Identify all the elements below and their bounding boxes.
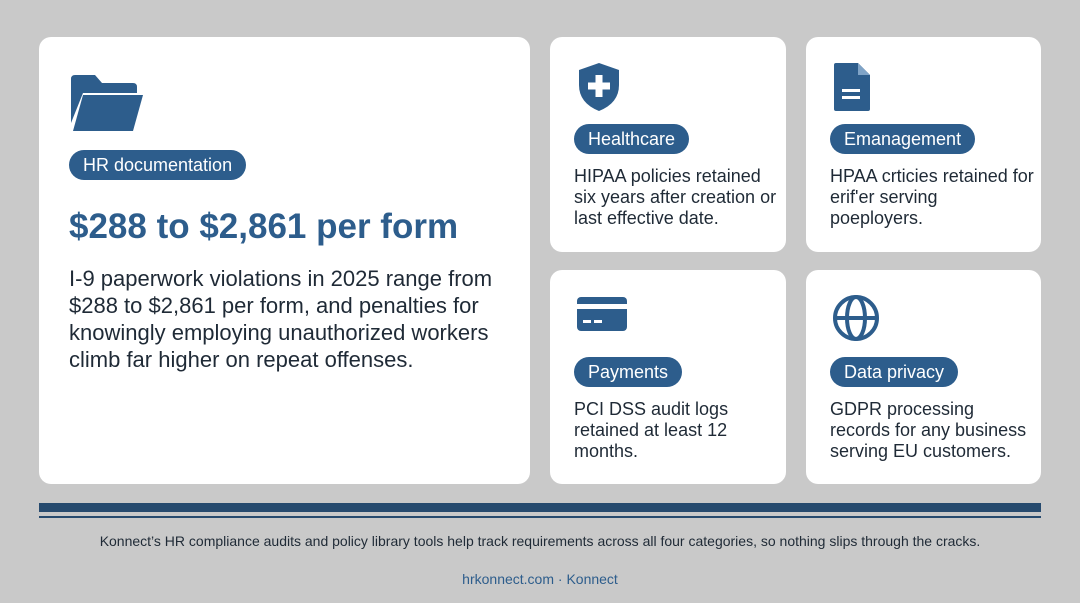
emanagement-badge: Emanagement xyxy=(830,124,976,154)
emanagement-card: Emanagement HPAA crticies retained for e… xyxy=(806,37,1041,252)
data-privacy-card: Data privacy GDPR processing records for… xyxy=(806,270,1041,484)
hr-documentation-card: HR documentation $288 to $2,861 per form… xyxy=(39,37,530,484)
folder-icon xyxy=(71,75,143,131)
healthcare-badge: Healthcare xyxy=(574,124,690,154)
document-icon xyxy=(834,63,870,111)
footer-divider-thin xyxy=(39,516,1041,518)
penalty-headline: $288 to $2,861 per form xyxy=(69,207,459,246)
payments-description: PCI DSS audit logs retained at least 12 … xyxy=(574,399,729,461)
footer-summary: Konnect’s HR compliance audits and polic… xyxy=(99,533,981,549)
healthcare-description: HIPAA policies retained six years after … xyxy=(574,166,777,228)
payments-badge: Payments xyxy=(574,357,683,387)
credit-card-icon xyxy=(577,297,627,331)
shield-plus-icon xyxy=(579,63,619,111)
footer-site-link[interactable]: hrkonnect.com xyxy=(462,571,554,587)
footer-attribution: hrkonnect.com · Konnect xyxy=(0,571,1080,587)
footer-separator: · xyxy=(557,571,563,587)
footer-divider-thick xyxy=(39,503,1041,512)
footer-brand: Konnect xyxy=(566,571,618,587)
data-privacy-badge: Data privacy xyxy=(830,357,959,387)
payments-card: Payments PCI DSS audit logs retained at … xyxy=(550,270,786,484)
data-privacy-description: GDPR processing records for any business… xyxy=(830,399,1027,461)
healthcare-card: Healthcare HIPAA policies retained six y… xyxy=(550,37,786,252)
hr-documentation-badge: HR documentation xyxy=(69,150,247,180)
globe-icon xyxy=(833,295,879,341)
penalty-description: I-9 paperwork violations in 2025 range f… xyxy=(69,266,493,372)
emanagement-description: HPAA crticies retained for erif'er servi… xyxy=(830,166,1034,228)
